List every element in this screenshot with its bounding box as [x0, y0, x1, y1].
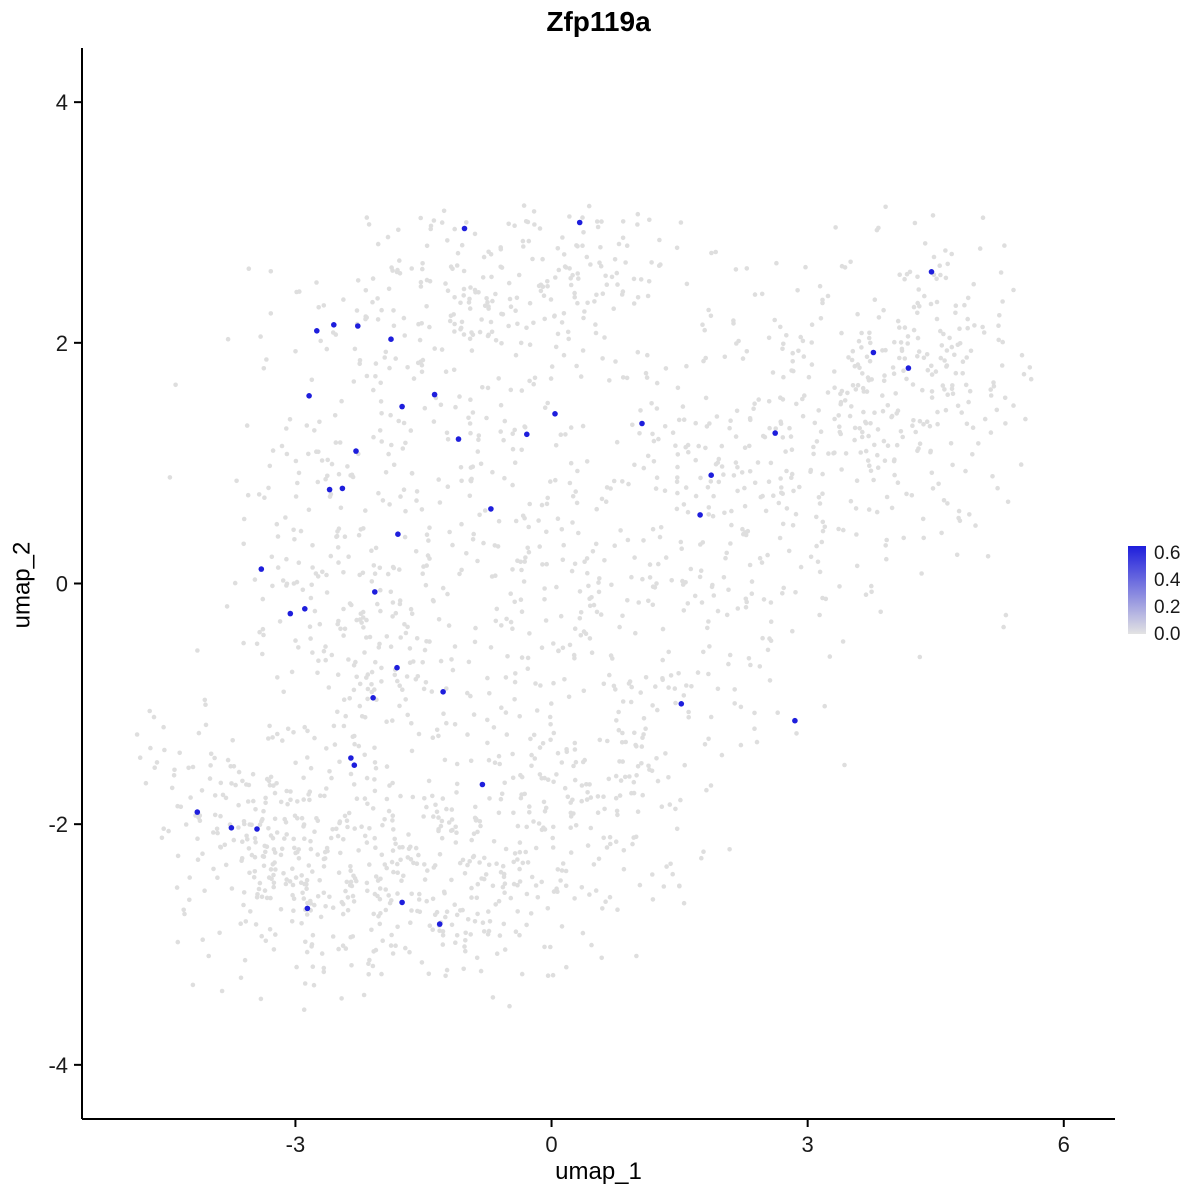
- y-tick-label: 2: [56, 331, 68, 356]
- y-tick-label: 4: [56, 90, 68, 115]
- points-low-expression: [134, 203, 1034, 1012]
- legend-tick-label: 0.4: [1154, 570, 1181, 591]
- plot-title: Zfp119a: [546, 6, 651, 37]
- y-axis-ticks: -4 -2 0 2 4: [48, 90, 82, 1078]
- y-tick-label: -4: [48, 1053, 68, 1078]
- x-tick-label: 3: [802, 1132, 814, 1157]
- legend-tick-label: 0.6: [1154, 543, 1180, 564]
- y-tick-label: 0: [56, 572, 68, 597]
- legend-tick-label: 0.2: [1154, 597, 1180, 618]
- x-axis-title: umap_1: [555, 1158, 642, 1185]
- expression-legend: 0.6 0.4 0.2 0.0: [1128, 543, 1181, 645]
- points-high-expression: [194, 219, 935, 927]
- x-tick-label: 6: [1058, 1132, 1070, 1157]
- x-tick-label: 0: [545, 1132, 557, 1157]
- y-tick-label: -2: [48, 812, 68, 837]
- x-tick-label: -3: [286, 1132, 306, 1157]
- legend-tick-label: 0.0: [1154, 624, 1180, 645]
- legend-gradient-bar: [1128, 546, 1146, 634]
- x-axis-ticks: -3 0 3 6: [286, 1119, 1070, 1157]
